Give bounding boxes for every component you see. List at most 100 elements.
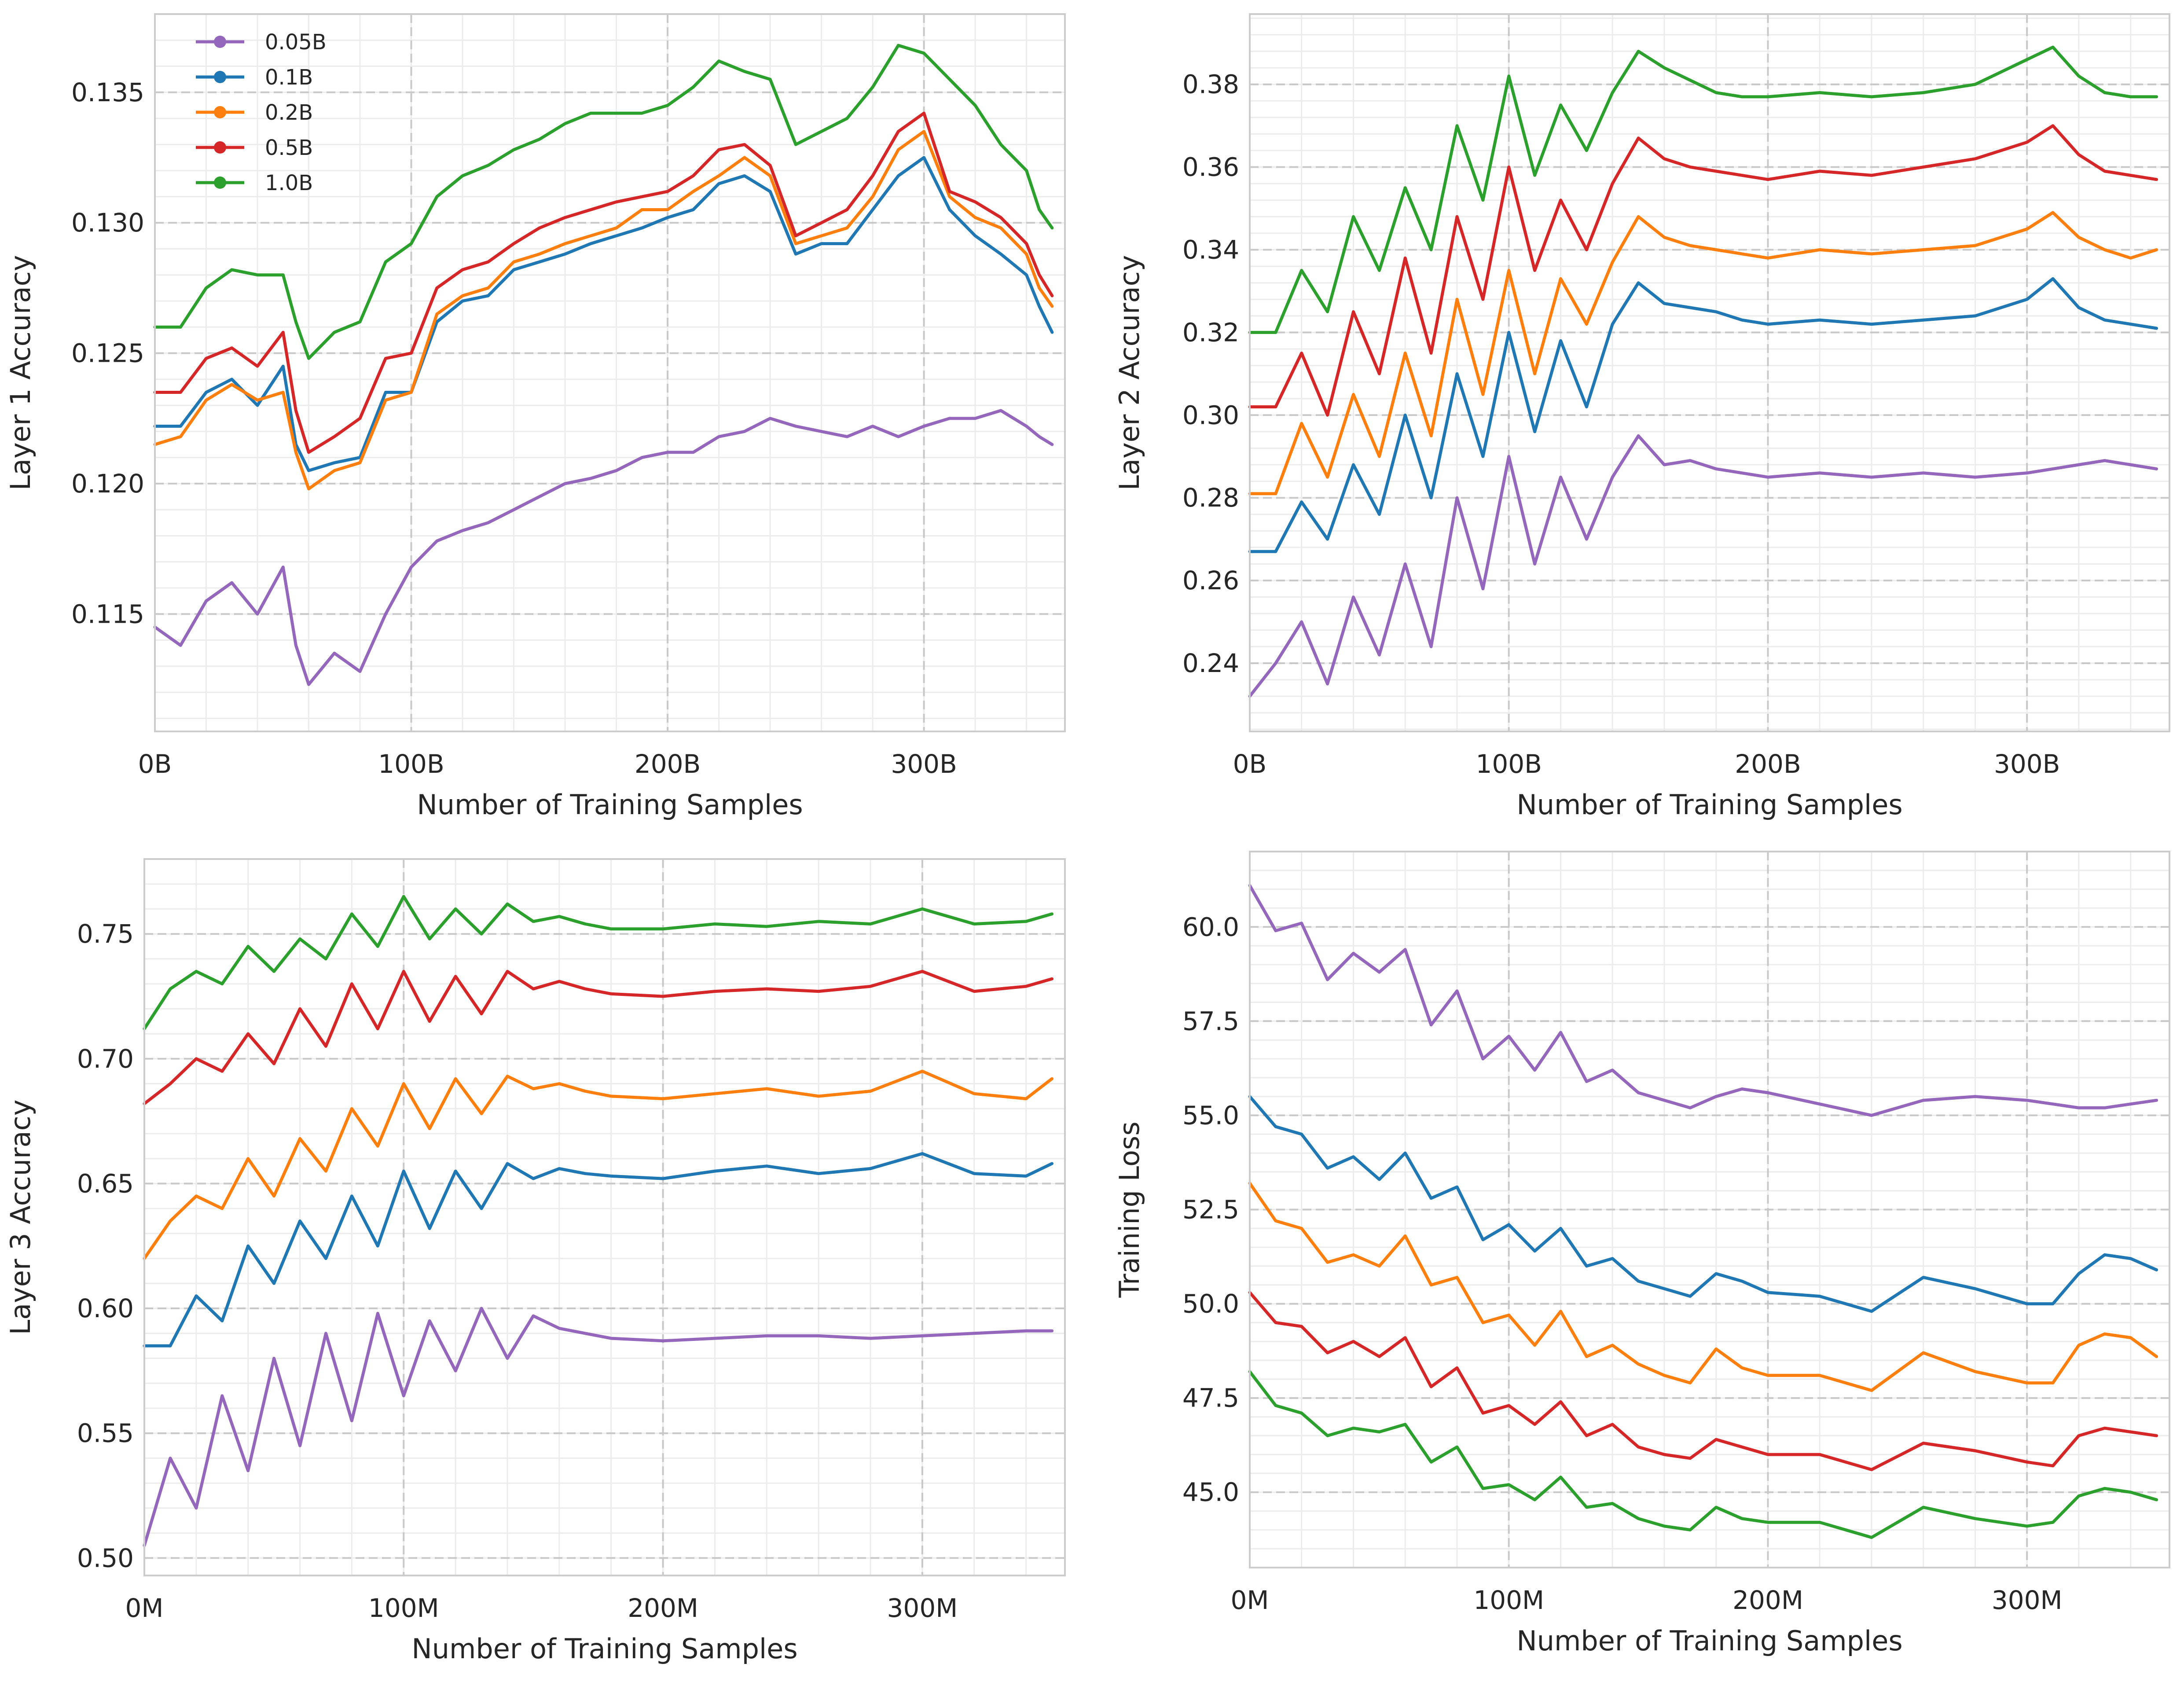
series-lines xyxy=(143,895,1053,1547)
x-tick-label: 0M xyxy=(125,1593,164,1623)
x-axis-label: Number of Training Samples xyxy=(417,789,803,821)
x-tick-label: 0B xyxy=(138,749,172,779)
chart-panel-3: 0M 100M 200M 300M 0.50 0.55 0.60 0.65 0.70 0.75 Nu… xyxy=(4,858,1066,1665)
series-lines xyxy=(1248,884,2158,1539)
y-tick-label: 0.36 xyxy=(1182,152,1239,182)
y-tick-label: 0.24 xyxy=(1182,648,1239,678)
series-line-0.5B xyxy=(1248,124,2158,417)
y-tick-label: 0.28 xyxy=(1182,483,1239,513)
y-tick-label: 55.0 xyxy=(1182,1100,1239,1130)
x-tick-label: 0B xyxy=(1233,749,1267,779)
y-tick-label: 45.0 xyxy=(1182,1477,1239,1507)
series-line-0.5B xyxy=(153,111,1054,454)
x-axis-label: Number of Training Samples xyxy=(1516,789,1902,821)
y-tick-label: 0.34 xyxy=(1182,235,1239,265)
series-line-1.0B xyxy=(153,44,1054,360)
series-line-0.1B xyxy=(153,156,1054,472)
axes-frame xyxy=(1249,851,2170,1568)
major-grid xyxy=(154,14,1065,731)
series-line-0.1B xyxy=(143,1152,1053,1348)
x-tick-label: 200M xyxy=(628,1593,698,1623)
plot-area xyxy=(155,14,1065,731)
x-tick-label: 300B xyxy=(1994,749,2060,779)
x-tick-label: 300B xyxy=(891,749,957,779)
series-line-0.05B xyxy=(1248,884,2158,1117)
y-axis-label: Layer 3 Accuracy xyxy=(4,1100,37,1335)
legend-label: 1.0B xyxy=(265,171,313,195)
x-tick-label: 200B xyxy=(1735,749,1801,779)
y-tick-label: 0.55 xyxy=(77,1418,134,1448)
y-tick-label: 0.125 xyxy=(71,338,144,368)
legend-marker xyxy=(214,106,226,118)
y-tick-label: 50.0 xyxy=(1182,1289,1239,1319)
legend-marker xyxy=(214,176,226,189)
plot-area xyxy=(144,859,1065,1575)
legend-label: 0.5B xyxy=(265,136,313,160)
series-lines xyxy=(153,44,1054,686)
legend-marker xyxy=(214,71,226,83)
chart-panel-4: 0M 100M 200M 300M 45.0 47.5 50.0 52.5 55.0 57.5 60… xyxy=(1113,851,2170,1657)
series-line-0.1B xyxy=(1248,277,2158,553)
series-line-1.0B xyxy=(143,895,1053,1031)
y-tick-label: 0.50 xyxy=(77,1543,134,1573)
legend-marker xyxy=(214,141,226,154)
y-tick-label: 0.32 xyxy=(1182,317,1239,347)
series-line-0.05B xyxy=(143,1307,1053,1547)
series-line-0.1B xyxy=(1248,1095,2158,1313)
y-tick-label: 0.135 xyxy=(71,77,144,107)
x-tick-label: 300M xyxy=(1992,1585,2063,1615)
series-line-1.0B xyxy=(1248,45,2158,334)
x-tick-label: 100B xyxy=(1476,749,1542,779)
x-tick-label: 100B xyxy=(378,749,444,779)
legend-item-0.1B: 0.1B xyxy=(196,65,313,90)
y-tick-label: 0.130 xyxy=(71,208,144,238)
y-tick-label: 0.75 xyxy=(77,919,134,949)
y-axis-label: Layer 2 Accuracy xyxy=(1113,255,1145,491)
y-tick-label: 0.115 xyxy=(71,599,144,629)
series-line-0.05B xyxy=(153,409,1054,686)
y-tick-label: 0.120 xyxy=(71,469,144,499)
chart-panel-1: 0B 100B 200B 300B 0.115 0.120 0.125 0.130 0.135 N… xyxy=(4,13,1066,821)
series-line-0.5B xyxy=(1248,1291,2158,1471)
y-tick-label: 0.30 xyxy=(1182,400,1239,430)
legend-item-1.0B: 1.0B xyxy=(196,171,313,195)
y-axis-label: Training Loss xyxy=(1113,1121,1145,1298)
x-tick-label: 100M xyxy=(1473,1585,1544,1615)
series-line-0.2B xyxy=(1248,211,2158,496)
y-tick-label: 52.5 xyxy=(1182,1195,1239,1225)
series-line-1.0B xyxy=(1248,1370,2158,1539)
x-tick-label: 200B xyxy=(635,749,701,779)
x-axis-label: Number of Training Samples xyxy=(411,1633,797,1665)
legend-item-0.05B: 0.05B xyxy=(196,30,327,55)
x-axis-label: Number of Training Samples xyxy=(1516,1625,1902,1657)
series-line-0.5B xyxy=(143,970,1053,1105)
legend-label: 0.2B xyxy=(265,100,313,125)
y-tick-label: 57.5 xyxy=(1182,1006,1239,1036)
y-tick-label: 0.38 xyxy=(1182,70,1239,99)
axes-frame xyxy=(143,858,1066,1576)
legend-label: 0.1B xyxy=(265,65,313,90)
y-tick-label: 0.65 xyxy=(77,1168,134,1198)
major-grid xyxy=(1249,14,2169,731)
x-tick-label: 100M xyxy=(368,1593,439,1623)
axes-frame xyxy=(154,13,1066,732)
y-tick-label: 60.0 xyxy=(1182,912,1239,942)
legend: 0.05B 0.1B 0.2B 0.5B 1.0B xyxy=(196,30,327,195)
series-lines xyxy=(1248,45,2158,698)
series-line-0.2B xyxy=(153,130,1054,491)
chart-panel-2: 0B 100B 200B 300B 0.24 0.26 0.28 0.30 0.32 0.34 0.… xyxy=(1113,13,2170,821)
y-tick-label: 0.60 xyxy=(77,1293,134,1323)
legend-item-0.5B: 0.5B xyxy=(196,136,313,160)
y-tick-label: 0.26 xyxy=(1182,566,1239,595)
y-tick-label: 0.70 xyxy=(77,1044,134,1074)
x-tick-label: 300M xyxy=(887,1593,958,1623)
legend-label: 0.05B xyxy=(265,30,327,55)
y-tick-label: 47.5 xyxy=(1182,1383,1239,1413)
y-axis-label: Layer 1 Accuracy xyxy=(4,255,37,491)
series-line-0.05B xyxy=(1248,434,2158,698)
axes-frame xyxy=(1249,13,2170,732)
legend-item-0.2B: 0.2B xyxy=(196,100,313,125)
series-line-0.2B xyxy=(1248,1182,2158,1392)
legend-marker xyxy=(214,36,226,48)
